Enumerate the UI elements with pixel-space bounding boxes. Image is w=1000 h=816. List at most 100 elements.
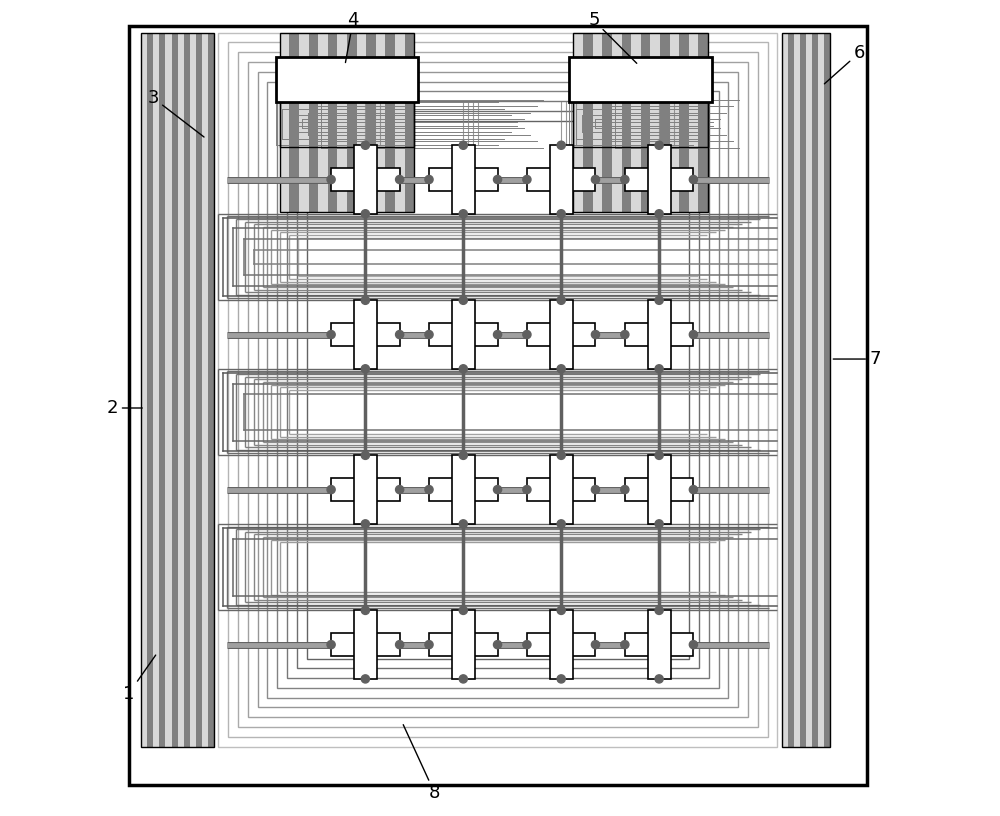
Circle shape xyxy=(655,675,663,683)
Bar xyxy=(184,33,190,747)
Bar xyxy=(550,455,573,524)
Circle shape xyxy=(425,330,433,339)
Circle shape xyxy=(655,296,663,304)
Text: 1: 1 xyxy=(123,655,156,703)
Bar xyxy=(631,102,641,147)
Circle shape xyxy=(425,175,433,184)
Bar xyxy=(331,323,400,346)
Bar xyxy=(354,145,377,214)
Circle shape xyxy=(557,606,565,614)
Bar xyxy=(569,57,712,102)
Bar xyxy=(650,102,660,147)
Circle shape xyxy=(655,520,663,528)
Bar xyxy=(280,102,414,147)
Circle shape xyxy=(425,641,433,649)
Bar xyxy=(527,633,595,656)
Circle shape xyxy=(523,175,531,184)
Circle shape xyxy=(689,641,697,649)
Bar xyxy=(141,33,147,747)
Bar xyxy=(309,33,318,212)
Circle shape xyxy=(621,330,629,339)
Circle shape xyxy=(493,175,502,184)
Bar xyxy=(287,101,709,678)
Circle shape xyxy=(361,606,369,614)
Bar xyxy=(527,323,595,346)
Bar xyxy=(316,131,680,649)
Bar xyxy=(357,33,366,212)
Bar xyxy=(405,33,414,212)
Bar xyxy=(625,323,693,346)
Text: 2: 2 xyxy=(107,399,142,417)
Circle shape xyxy=(655,210,663,218)
Circle shape xyxy=(361,296,369,304)
Bar xyxy=(812,33,818,747)
Circle shape xyxy=(459,210,467,218)
Bar xyxy=(141,33,214,747)
Bar xyxy=(147,33,153,747)
Bar xyxy=(679,102,689,147)
Circle shape xyxy=(361,210,369,218)
Text: 5: 5 xyxy=(588,11,637,64)
Bar xyxy=(452,300,475,369)
Bar xyxy=(318,102,328,147)
Circle shape xyxy=(327,486,335,494)
Bar xyxy=(670,102,679,147)
Bar xyxy=(190,33,196,747)
Bar xyxy=(800,33,806,747)
Circle shape xyxy=(655,365,663,373)
Bar xyxy=(622,102,631,147)
Bar xyxy=(625,478,693,501)
Bar xyxy=(602,102,612,147)
Bar xyxy=(357,102,366,147)
Bar xyxy=(593,102,602,147)
Bar xyxy=(625,168,693,191)
Bar xyxy=(593,33,602,212)
Bar xyxy=(806,33,812,747)
Circle shape xyxy=(591,330,600,339)
Circle shape xyxy=(557,520,565,528)
Bar xyxy=(347,33,357,212)
Circle shape xyxy=(557,451,565,459)
Bar xyxy=(631,33,641,212)
Bar xyxy=(573,102,583,147)
Bar xyxy=(452,145,475,214)
Circle shape xyxy=(361,520,369,528)
Circle shape xyxy=(327,641,335,649)
Bar xyxy=(238,52,758,727)
Circle shape xyxy=(557,141,565,149)
Bar xyxy=(258,72,738,707)
Text: 8: 8 xyxy=(403,725,440,802)
Text: 6: 6 xyxy=(824,44,865,84)
Bar xyxy=(550,145,573,214)
Bar xyxy=(602,33,612,212)
Bar xyxy=(289,33,299,212)
Bar xyxy=(354,610,377,679)
Bar xyxy=(660,102,670,147)
Bar xyxy=(782,33,830,747)
Circle shape xyxy=(396,330,404,339)
Bar xyxy=(573,102,708,147)
Bar xyxy=(354,455,377,524)
Bar xyxy=(299,33,309,212)
Circle shape xyxy=(396,486,404,494)
Bar xyxy=(573,33,708,212)
Bar xyxy=(337,33,347,212)
Bar xyxy=(698,33,708,212)
Circle shape xyxy=(361,365,369,373)
Circle shape xyxy=(523,330,531,339)
Bar xyxy=(550,610,573,679)
Circle shape xyxy=(327,175,335,184)
Bar xyxy=(178,33,184,747)
Circle shape xyxy=(557,296,565,304)
Bar xyxy=(622,33,631,212)
Bar xyxy=(405,102,414,147)
Circle shape xyxy=(655,141,663,149)
Circle shape xyxy=(523,486,531,494)
Circle shape xyxy=(689,486,697,494)
Bar xyxy=(452,455,475,524)
Circle shape xyxy=(459,606,467,614)
Bar xyxy=(782,33,788,747)
Bar xyxy=(698,102,708,147)
Bar xyxy=(280,102,289,147)
Circle shape xyxy=(621,641,629,649)
